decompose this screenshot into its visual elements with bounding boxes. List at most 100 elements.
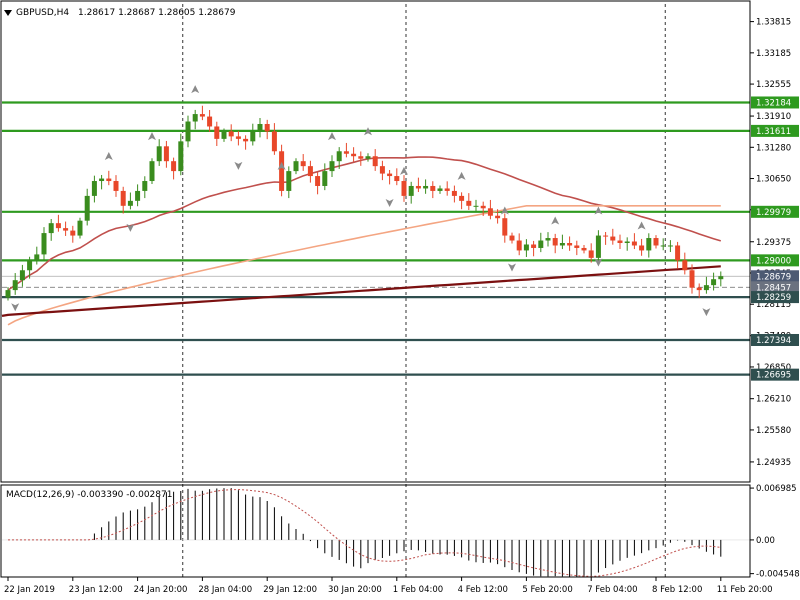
- bear-candle: [415, 185, 421, 189]
- bear-candle: [271, 131, 277, 152]
- bull-candle: [646, 238, 652, 251]
- fractal-up-arrow: [364, 127, 372, 136]
- bear-candle: [228, 131, 234, 137]
- bull-candle: [99, 178, 105, 182]
- time-tick-label: 5 Feb 20:00: [522, 585, 572, 595]
- fractal-up-arrow: [400, 166, 408, 175]
- bull-candle: [423, 185, 429, 189]
- time-tick-label: 22 Jan 2019: [4, 585, 55, 595]
- bull-candle: [127, 200, 133, 206]
- fractal-down-arrow: [508, 263, 516, 272]
- bear-candle: [653, 238, 659, 246]
- bear-candle: [531, 244, 537, 248]
- bull-candle: [91, 181, 97, 196]
- bear-candle: [106, 178, 112, 182]
- price-label-box: [751, 281, 799, 294]
- bear-candle: [243, 138, 249, 142]
- bull-candle: [545, 238, 551, 241]
- price-tick-label: 1.25580: [756, 426, 791, 436]
- bull-candle: [156, 146, 162, 162]
- fractal-up-arrow: [594, 206, 603, 215]
- price-label-box: [751, 270, 799, 283]
- bear-candle: [451, 190, 457, 196]
- price-tick-label: 1.30650: [756, 175, 791, 185]
- fractal-up-arrow: [191, 85, 200, 94]
- macd-panel-frame: [0, 484, 751, 578]
- price-tick-label: 1.29375: [756, 238, 791, 248]
- bull-candle: [250, 131, 256, 142]
- bear-candle: [235, 136, 241, 139]
- support-resistance-lines: [2, 101, 750, 376]
- bear-candle: [574, 245, 580, 248]
- bear-candle: [552, 238, 558, 246]
- bull-candle: [149, 161, 155, 182]
- bear-candle: [444, 188, 450, 191]
- collapse-triangle-icon[interactable]: [4, 10, 12, 16]
- fractal-up-arrow: [637, 221, 646, 230]
- price-label-box: [751, 368, 799, 381]
- bear-candle: [509, 235, 515, 241]
- price-label-text: 1.32184: [756, 98, 791, 108]
- bear-candle: [55, 223, 61, 229]
- bull-candle: [221, 131, 227, 139]
- bull-candle: [711, 279, 717, 286]
- price-label-text: 1.27394: [756, 336, 791, 346]
- fractal-up-arrow: [500, 206, 509, 215]
- price-label-box: [751, 96, 799, 109]
- price-label-box: [751, 205, 799, 218]
- candlesticks: [5, 105, 724, 301]
- price-label-box: [751, 254, 799, 267]
- bear-candle: [689, 270, 695, 288]
- bull-candle: [135, 190, 141, 201]
- bull-candle: [336, 151, 342, 162]
- bear-candle: [394, 176, 400, 182]
- price-level-labels: 1.32184 1.31611 1.29979 1.29000 1.286791.284…: [751, 96, 799, 381]
- fractal-down-arrow: [11, 303, 20, 312]
- ohlc-header: 1.28617 1.28687 1.28605 1.28679: [78, 8, 236, 18]
- bull-candle: [718, 276, 724, 280]
- time-tick-label: 7 Feb 04:00: [587, 585, 637, 595]
- bear-candle: [351, 153, 357, 157]
- price-label-text: 1.26695: [756, 371, 791, 381]
- bull-candle: [595, 235, 601, 258]
- bear-candle: [264, 123, 270, 132]
- bear-candle: [279, 151, 285, 191]
- bear-candle: [214, 126, 220, 139]
- bear-candle: [372, 156, 378, 167]
- bear-candle: [581, 247, 587, 251]
- fractal-up-arrow: [551, 216, 560, 225]
- bear-candle: [631, 241, 637, 246]
- bear-candle: [588, 250, 594, 258]
- fractal-up-arrow: [457, 171, 466, 180]
- time-tick-label: 28 Jan 04:00: [198, 585, 252, 595]
- bull-candle: [48, 223, 54, 234]
- price-label-box: [751, 124, 799, 137]
- bull-candle: [523, 244, 529, 251]
- bull-candle: [703, 285, 709, 291]
- fractal-down-arrow: [702, 308, 711, 317]
- bear-candle: [307, 166, 313, 177]
- fractal-up-arrow: [104, 152, 113, 161]
- bear-candle: [199, 114, 205, 117]
- macd-panel: [2, 488, 750, 577]
- price-tick-label: 1.24935: [756, 458, 791, 468]
- time-tick-label: 29 Jan 12:00: [263, 585, 317, 595]
- macd-header: MACD(12,26,9) -0.003390 -0.002871: [6, 490, 172, 500]
- ma-mid-line: [7, 205, 721, 326]
- time-tick-label: 24 Jan 20:00: [134, 585, 188, 595]
- bear-candle: [387, 173, 393, 177]
- fractal-up-arrow: [277, 161, 286, 170]
- price-tick-label: 1.32555: [756, 80, 791, 90]
- bull-candle: [178, 141, 184, 172]
- bear-candle: [163, 146, 169, 162]
- bear-candle: [315, 176, 321, 186]
- bear-candle: [358, 156, 364, 159]
- bull-candle: [19, 270, 25, 281]
- bull-candle: [329, 161, 335, 172]
- bear-candle: [480, 205, 486, 209]
- bull-candle: [27, 260, 33, 271]
- bear-candle: [207, 116, 213, 127]
- bull-candle: [667, 245, 673, 247]
- bear-candle: [113, 181, 119, 191]
